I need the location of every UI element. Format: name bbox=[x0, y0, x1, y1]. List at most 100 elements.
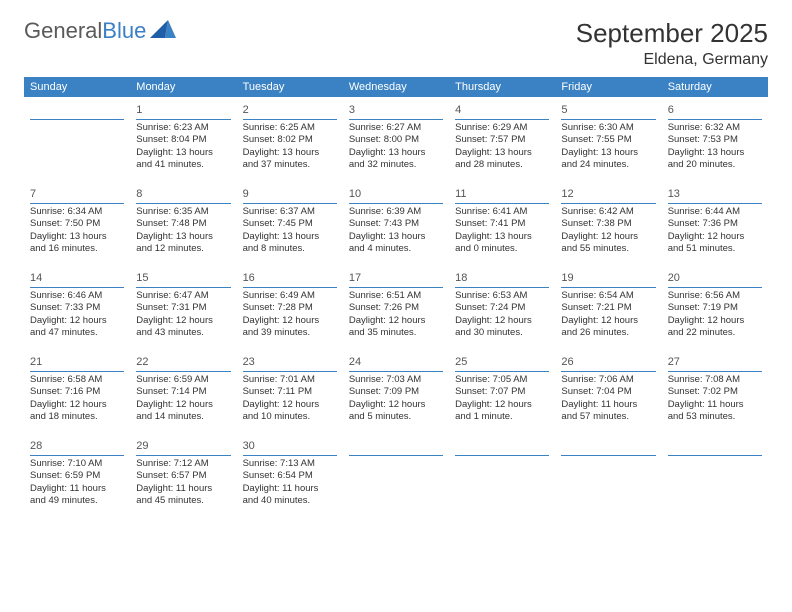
day-number: 19 bbox=[561, 272, 573, 284]
day-info-line: Sunset: 7:45 PM bbox=[243, 218, 337, 230]
day-info-line: and 18 minutes. bbox=[30, 411, 124, 423]
day-info-line: Sunrise: 7:08 AM bbox=[668, 374, 762, 386]
day-info-line: Daylight: 11 hours bbox=[136, 483, 230, 495]
day-info-line: and 22 minutes. bbox=[668, 327, 762, 339]
day-info-line: Daylight: 12 hours bbox=[30, 315, 124, 327]
calendar-cell: 12Sunrise: 6:42 AMSunset: 7:38 PMDayligh… bbox=[555, 181, 661, 265]
day-number: 14 bbox=[30, 272, 42, 284]
day-number: 7 bbox=[30, 188, 36, 200]
weekday-header: Monday bbox=[130, 77, 236, 97]
day-info-line: Daylight: 12 hours bbox=[243, 399, 337, 411]
day-info-line: Sunrise: 6:32 AM bbox=[668, 122, 762, 134]
day-number: 23 bbox=[243, 356, 255, 368]
day-info-line: Sunrise: 6:44 AM bbox=[668, 206, 762, 218]
day-info-line: Sunrise: 6:23 AM bbox=[136, 122, 230, 134]
day-number: 9 bbox=[243, 188, 249, 200]
day-info-line: Daylight: 11 hours bbox=[243, 483, 337, 495]
calendar-cell bbox=[449, 433, 555, 517]
calendar-cell: 28Sunrise: 7:10 AMSunset: 6:59 PMDayligh… bbox=[24, 433, 130, 517]
day-info-line: Daylight: 13 hours bbox=[349, 147, 443, 159]
day-info: Sunrise: 6:35 AMSunset: 7:48 PMDaylight:… bbox=[136, 206, 230, 255]
day-info-line: Sunset: 7:41 PM bbox=[455, 218, 549, 230]
day-info-line: Sunrise: 7:10 AM bbox=[30, 458, 124, 470]
calendar-cell bbox=[555, 433, 661, 517]
day-info-line: and 30 minutes. bbox=[455, 327, 549, 339]
day-info-line: Sunset: 7:38 PM bbox=[561, 218, 655, 230]
day-info-line: and 37 minutes. bbox=[243, 159, 337, 171]
day-info-line: Sunrise: 6:25 AM bbox=[243, 122, 337, 134]
day-number: 28 bbox=[30, 440, 42, 452]
day-info: Sunrise: 6:39 AMSunset: 7:43 PMDaylight:… bbox=[349, 206, 443, 255]
day-info-line: and 10 minutes. bbox=[243, 411, 337, 423]
day-info: Sunrise: 6:53 AMSunset: 7:24 PMDaylight:… bbox=[455, 290, 549, 339]
calendar-cell: 29 Sunrise: 7:12 AMSunset: 6:57 PMDayligh… bbox=[130, 433, 236, 517]
day-info-line: Sunrise: 7:01 AM bbox=[243, 374, 337, 386]
calendar-cell: 30 Sunrise: 7:13 AMSunset: 6:54 PMDayligh… bbox=[237, 433, 343, 517]
day-info-line: Sunrise: 7:12 AM bbox=[136, 458, 230, 470]
calendar-cell: 18 Sunrise: 6:53 AMSunset: 7:24 PMDayligh… bbox=[449, 265, 555, 349]
day-info-line: Daylight: 12 hours bbox=[455, 315, 549, 327]
day-info: Sunrise: 6:47 AMSunset: 7:31 PMDaylight:… bbox=[136, 290, 230, 339]
weekday-header: Friday bbox=[555, 77, 661, 97]
day-info-line: and 5 minutes. bbox=[349, 411, 443, 423]
day-info-line: Daylight: 11 hours bbox=[561, 399, 655, 411]
day-info: Sunrise: 6:23 AMSunset: 8:04 PMDaylight:… bbox=[136, 122, 230, 171]
day-info: Sunrise: 6:34 AMSunset: 7:50 PMDaylight:… bbox=[30, 206, 124, 255]
calendar-cell: 17Sunrise: 6:51 AMSunset: 7:26 PMDayligh… bbox=[343, 265, 449, 349]
weekday-header: Tuesday bbox=[237, 77, 343, 97]
day-info-line: Sunset: 7:28 PM bbox=[243, 302, 337, 314]
calendar-cell: 5Sunrise: 6:30 AMSunset: 7:55 PMDaylight… bbox=[555, 97, 661, 181]
day-info-line: Sunset: 7:09 PM bbox=[349, 386, 443, 398]
calendar-cell: 26Sunrise: 7:06 AMSunset: 7:04 PMDayligh… bbox=[555, 349, 661, 433]
day-info: Sunrise: 6:49 AMSunset: 7:28 PMDaylight:… bbox=[243, 290, 337, 339]
day-info-line: Sunrise: 6:39 AM bbox=[349, 206, 443, 218]
calendar-page: GeneralBlue September 2025 Eldena, Germa… bbox=[0, 0, 792, 535]
calendar-cell: 21Sunrise: 6:58 AMSunset: 7:16 PMDayligh… bbox=[24, 349, 130, 433]
day-info-line: Daylight: 13 hours bbox=[455, 147, 549, 159]
calendar-body: 1Sunrise: 6:23 AMSunset: 8:04 PMDaylight… bbox=[24, 97, 768, 517]
day-info: Sunrise: 7:12 AMSunset: 6:57 PMDaylight:… bbox=[136, 458, 230, 507]
day-number: 25 bbox=[455, 356, 467, 368]
day-number: 8 bbox=[136, 188, 142, 200]
day-info-line: Daylight: 13 hours bbox=[349, 231, 443, 243]
month-title: September 2025 bbox=[576, 18, 768, 49]
calendar-table: SundayMondayTuesdayWednesdayThursdayFrid… bbox=[24, 77, 768, 517]
day-info-line: Sunrise: 6:27 AM bbox=[349, 122, 443, 134]
header: GeneralBlue September 2025 Eldena, Germa… bbox=[24, 18, 768, 69]
calendar-cell: 14Sunrise: 6:46 AMSunset: 7:33 PMDayligh… bbox=[24, 265, 130, 349]
day-number: 2 bbox=[243, 104, 249, 116]
day-number: 24 bbox=[349, 356, 361, 368]
day-number bbox=[349, 440, 352, 452]
day-number: 15 bbox=[136, 272, 148, 284]
calendar-week-row: 1Sunrise: 6:23 AMSunset: 8:04 PMDaylight… bbox=[24, 97, 768, 181]
day-info-line: and 49 minutes. bbox=[30, 495, 124, 507]
day-info-line: Sunrise: 7:03 AM bbox=[349, 374, 443, 386]
calendar-week-row: 21Sunrise: 6:58 AMSunset: 7:16 PMDayligh… bbox=[24, 349, 768, 433]
calendar-cell: 2Sunrise: 6:25 AMSunset: 8:02 PMDaylight… bbox=[237, 97, 343, 181]
day-info-line: and 57 minutes. bbox=[561, 411, 655, 423]
day-info-line: and 20 minutes. bbox=[668, 159, 762, 171]
day-info-line: Daylight: 13 hours bbox=[136, 231, 230, 243]
day-info-line: Sunset: 6:54 PM bbox=[243, 470, 337, 482]
day-info-line: Sunset: 8:00 PM bbox=[349, 134, 443, 146]
day-info-line: Sunrise: 7:13 AM bbox=[243, 458, 337, 470]
day-info: Sunrise: 6:51 AMSunset: 7:26 PMDaylight:… bbox=[349, 290, 443, 339]
day-number: 30 bbox=[243, 440, 255, 452]
day-info-line: Daylight: 12 hours bbox=[243, 315, 337, 327]
day-info-line: Daylight: 11 hours bbox=[30, 483, 124, 495]
logo: GeneralBlue bbox=[24, 18, 176, 44]
day-number: 29 bbox=[136, 440, 148, 452]
day-number: 18 bbox=[455, 272, 467, 284]
day-number: 16 bbox=[243, 272, 255, 284]
day-info-line: Daylight: 12 hours bbox=[30, 399, 124, 411]
day-info-line: Sunrise: 6:42 AM bbox=[561, 206, 655, 218]
day-info-line: Sunrise: 6:34 AM bbox=[30, 206, 124, 218]
day-number: 13 bbox=[668, 188, 680, 200]
day-info-line: Sunset: 7:16 PM bbox=[30, 386, 124, 398]
day-info-line: Daylight: 12 hours bbox=[561, 231, 655, 243]
day-info-line: Sunrise: 6:49 AM bbox=[243, 290, 337, 302]
day-info-line: Sunset: 7:43 PM bbox=[349, 218, 443, 230]
day-info-line: and 26 minutes. bbox=[561, 327, 655, 339]
calendar-cell: 25Sunrise: 7:05 AMSunset: 7:07 PMDayligh… bbox=[449, 349, 555, 433]
day-number bbox=[455, 440, 458, 452]
